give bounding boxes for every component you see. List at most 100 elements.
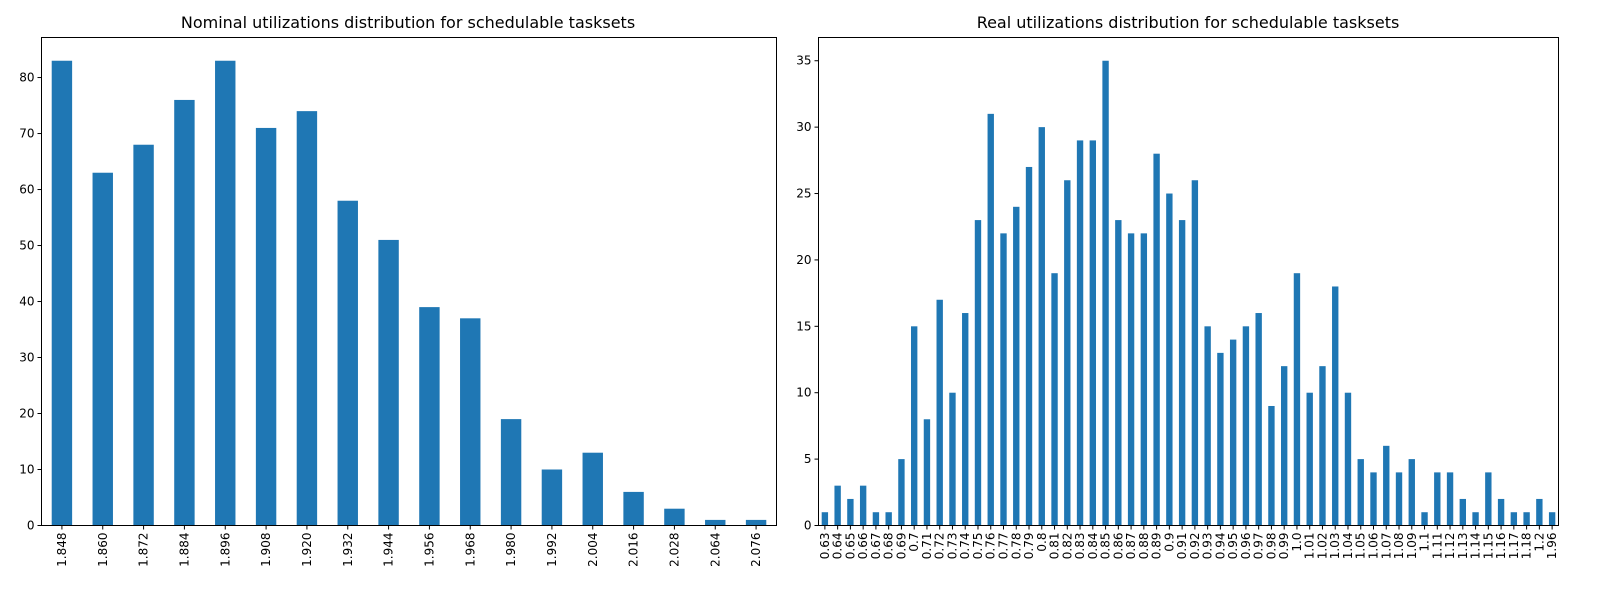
x-tick-label: 0.77 xyxy=(997,533,1011,560)
y-tick-label: 35 xyxy=(796,54,811,68)
plot-frame xyxy=(41,37,777,526)
bar xyxy=(847,498,854,526)
x-tick-label: 0.97 xyxy=(1252,533,1266,560)
bar xyxy=(1204,326,1211,526)
bar xyxy=(1000,233,1007,526)
x-tick-label: 1.908 xyxy=(259,533,273,567)
bar xyxy=(92,172,113,526)
bar xyxy=(1485,472,1492,526)
bar xyxy=(337,200,358,526)
y-tick-label: 0 xyxy=(27,519,35,533)
nominal-utilizations-chart: Nominal utilizations distribution for sc… xyxy=(19,13,777,567)
x-axis: 1.848 1.860 1.872 1.884 1.896 1.908 1.920 1.932… xyxy=(55,525,763,567)
bar xyxy=(1408,459,1415,526)
bar xyxy=(1446,472,1454,526)
bar-group xyxy=(821,60,1556,526)
x-tick-label: 0.64 xyxy=(831,533,845,560)
y-tick-label: 50 xyxy=(19,239,34,253)
y-tick-label: 20 xyxy=(796,253,811,267)
bar xyxy=(834,485,841,526)
x-tick-label: 2.004 xyxy=(586,533,600,567)
bar xyxy=(1306,392,1313,526)
x-tick-label: 1.920 xyxy=(300,533,314,567)
bar xyxy=(1332,286,1339,526)
x-tick-label: 0.94 xyxy=(1213,533,1227,560)
x-tick-label: 1.14 xyxy=(1469,533,1483,560)
bar xyxy=(1102,60,1109,526)
bar xyxy=(1383,445,1390,526)
y-tick-label: 25 xyxy=(796,187,811,201)
bar-group xyxy=(51,60,767,526)
y-tick-label: 20 xyxy=(19,407,34,421)
y-tick-label: 80 xyxy=(19,71,34,85)
x-tick-label: 0.68 xyxy=(882,533,896,560)
x-tick-label: 0.74 xyxy=(958,533,972,560)
x-tick-label: 0.78 xyxy=(1009,533,1023,560)
bar xyxy=(987,113,994,526)
x-tick-label: 0.86 xyxy=(1111,533,1125,560)
x-tick-label: 2.076 xyxy=(749,533,763,567)
bar xyxy=(1191,180,1199,526)
bar xyxy=(1548,512,1556,526)
bar xyxy=(1268,405,1275,526)
bar xyxy=(296,111,318,526)
x-tick-label: 1.944 xyxy=(382,533,396,567)
bar xyxy=(51,60,73,526)
x-tick-label: 0.96 xyxy=(1239,533,1253,560)
bar xyxy=(1166,193,1173,526)
x-tick-label: 0.87 xyxy=(1124,533,1138,560)
x-tick-label: 1.13 xyxy=(1456,533,1470,560)
x-tick-label: 0.66 xyxy=(856,533,870,560)
bar xyxy=(962,313,969,526)
x-tick-label: 0.65 xyxy=(843,533,857,560)
bar xyxy=(1076,140,1084,526)
x-axis: 0.630.640.650.660.670.680.690.70.710.720… xyxy=(818,525,1559,560)
y-tick-label: 60 xyxy=(19,183,34,197)
x-tick-label: 0.72 xyxy=(933,533,947,560)
x-tick-label: 0.84 xyxy=(1086,533,1100,560)
x-tick-label: 1.860 xyxy=(96,533,110,567)
x-tick-label: 1.992 xyxy=(545,533,559,567)
bar xyxy=(419,307,440,526)
bar xyxy=(582,452,603,526)
x-tick-label: 1.0 xyxy=(1290,533,1304,552)
bar xyxy=(1229,339,1237,526)
bar xyxy=(1472,512,1479,526)
x-tick-label: 1.15 xyxy=(1481,533,1495,560)
x-tick-label: 1.07 xyxy=(1379,533,1393,560)
x-tick-label: 0.81 xyxy=(1048,533,1062,560)
y-tick-label: 10 xyxy=(19,463,34,477)
x-tick-label: 1.848 xyxy=(55,533,69,567)
bar xyxy=(885,512,892,526)
x-tick-label: 0.89 xyxy=(1150,533,1164,560)
x-tick-label: 1.12 xyxy=(1443,533,1457,560)
bar xyxy=(174,99,195,526)
x-tick-label: 1.968 xyxy=(463,533,477,567)
x-tick-label: 1.896 xyxy=(218,533,232,567)
x-tick-label: 1.01 xyxy=(1303,533,1317,560)
bar xyxy=(1217,352,1224,526)
bar xyxy=(1421,512,1428,526)
bar xyxy=(821,512,829,526)
bar xyxy=(1255,313,1262,526)
y-tick-label: 5 xyxy=(804,452,812,466)
bar xyxy=(1344,392,1352,526)
bar xyxy=(1013,206,1020,526)
x-tick-label: 1.884 xyxy=(177,533,191,567)
x-tick-label: 1.1 xyxy=(1418,533,1432,552)
bar xyxy=(1497,498,1505,526)
x-tick-label: 0.7 xyxy=(907,533,921,552)
y-tick-label: 30 xyxy=(796,120,811,134)
x-tick-label: 0.75 xyxy=(971,533,985,560)
bar xyxy=(872,512,880,526)
bar xyxy=(1242,326,1250,526)
x-tick-label: 0.85 xyxy=(1099,533,1113,560)
bar xyxy=(1153,153,1160,526)
bar xyxy=(1523,512,1530,526)
bar xyxy=(1357,459,1364,526)
chart-title: Nominal utilizations distribution for sc… xyxy=(181,13,635,32)
bar xyxy=(1293,273,1301,526)
bar xyxy=(1038,127,1045,526)
x-tick-label: 0.93 xyxy=(1201,533,1215,560)
real-utilizations-chart: Real utilizations distribution for sched… xyxy=(796,13,1559,559)
